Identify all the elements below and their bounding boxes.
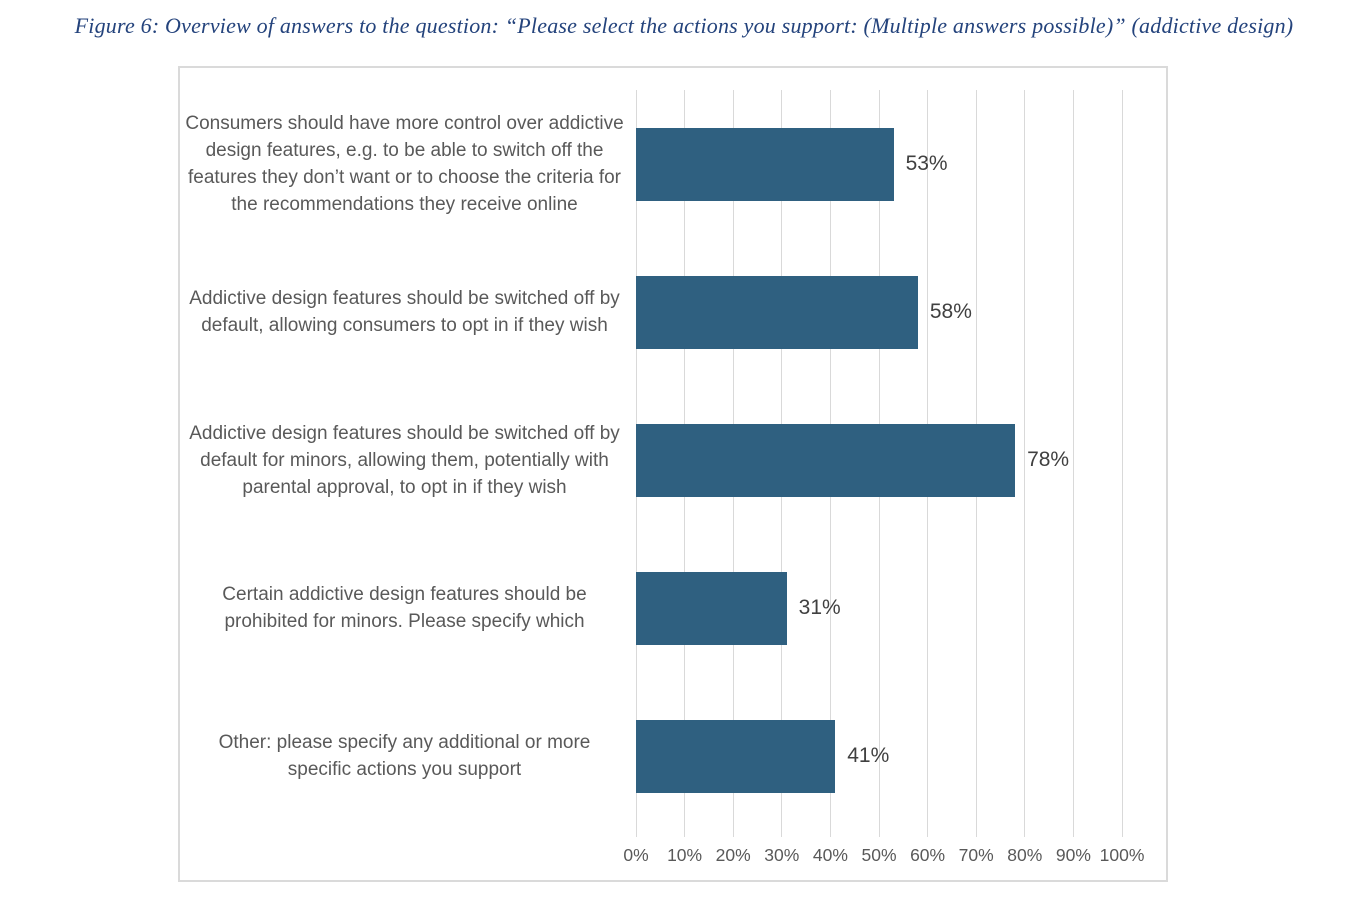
bar-row: Addictive design features should be swit… <box>180 238 1122 386</box>
bar <box>636 719 836 793</box>
x-tick-label: 60% <box>910 845 946 865</box>
x-tick-label: 100% <box>1099 845 1145 865</box>
bar-track: 53% <box>636 90 1122 238</box>
category-label: Certain addictive design features should… <box>222 584 587 632</box>
value-label: 78% <box>1027 448 1070 471</box>
gridline <box>1121 90 1123 837</box>
x-tick-label: 10% <box>667 845 703 865</box>
x-axis: 0% 10% 20% 30% 40% 50% 60% 70% 80% 90% 100% <box>623 845 1144 869</box>
bar-track: 31% <box>636 534 1122 682</box>
bar <box>636 571 787 645</box>
value-label: 31% <box>798 596 841 619</box>
x-tick-label: 50% <box>861 845 897 865</box>
bar-track: 58% <box>636 238 1122 386</box>
bar-rows: Consumers should have more control over … <box>180 90 1122 830</box>
bar-row: Addictive design features should be swit… <box>180 386 1122 534</box>
bar-row: Consumers should have more control over … <box>180 90 1122 238</box>
bar-row: Other: please specify any additional or … <box>180 682 1122 830</box>
bar-track: 78% <box>636 386 1122 534</box>
gridline <box>1024 90 1026 837</box>
bar <box>636 275 918 349</box>
x-tick-label: 70% <box>958 845 994 865</box>
bar <box>636 423 1016 497</box>
value-label: 58% <box>929 300 972 323</box>
x-tick-label: 20% <box>715 845 751 865</box>
category-label: Consumers should have more control over … <box>185 113 624 215</box>
value-label: 53% <box>905 152 948 175</box>
chart-frame: Consumers should have more control over … <box>178 66 1168 882</box>
x-tick-label: 90% <box>1055 845 1091 865</box>
bar <box>636 127 894 201</box>
category-label: Addictive design features should be swit… <box>189 422 620 498</box>
bar-row: Certain addictive design features should… <box>180 534 1122 682</box>
x-tick-label: 80% <box>1007 845 1043 865</box>
figure-caption: Figure 6: Overview of answers to the que… <box>74 13 1294 38</box>
value-label: 41% <box>847 744 890 767</box>
x-tick-label: 30% <box>764 845 800 865</box>
category-label: Other: please specify any additional or … <box>218 732 591 780</box>
gridline <box>1072 90 1074 837</box>
bar-track: 41% <box>636 682 1122 830</box>
x-tick-label: 0% <box>623 845 649 865</box>
x-tick-label: 40% <box>812 845 848 865</box>
category-label: Addictive design features should be swit… <box>189 288 620 336</box>
